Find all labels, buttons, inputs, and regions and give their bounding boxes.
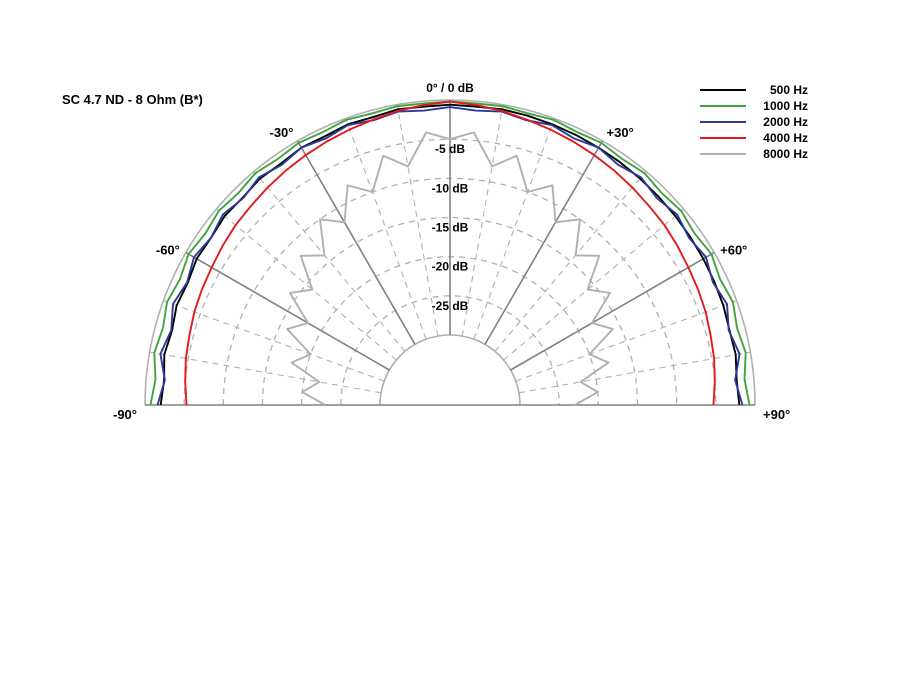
angle-label: -60° [156,243,180,258]
grid-ring [380,335,520,405]
db-ring-label: -20 dB [432,260,469,274]
db-ring-label: -10 dB [432,181,469,195]
grid-spoke [516,301,737,381]
db-ring-label: -25 dB [432,299,469,313]
grid-spoke [485,141,603,345]
db-ring-label: -15 dB [432,221,469,235]
grid-spoke [474,118,554,339]
angle-label: +60° [720,243,747,258]
grid-spoke [504,209,684,360]
grid-spoke [254,171,405,351]
grid-spoke [346,118,426,339]
grid-spoke [186,253,390,371]
db-ring-label: 0° / 0 dB [426,81,474,95]
grid-spoke [298,141,416,345]
grid-spoke [511,253,715,371]
grid-spoke [163,301,384,381]
db-ring-label: -5 dB [435,142,465,156]
angle-label: -90° [113,407,137,422]
grid-spoke [216,209,396,360]
grid-spoke [495,171,646,351]
polar-plot: 0° / 0 dB -5 dB -10 dB -15 dB -20 dB -25 dB -9… [0,0,900,675]
angle-label: +30° [607,125,634,140]
angle-label: -30° [270,125,294,140]
angle-label: +90° [763,407,790,422]
